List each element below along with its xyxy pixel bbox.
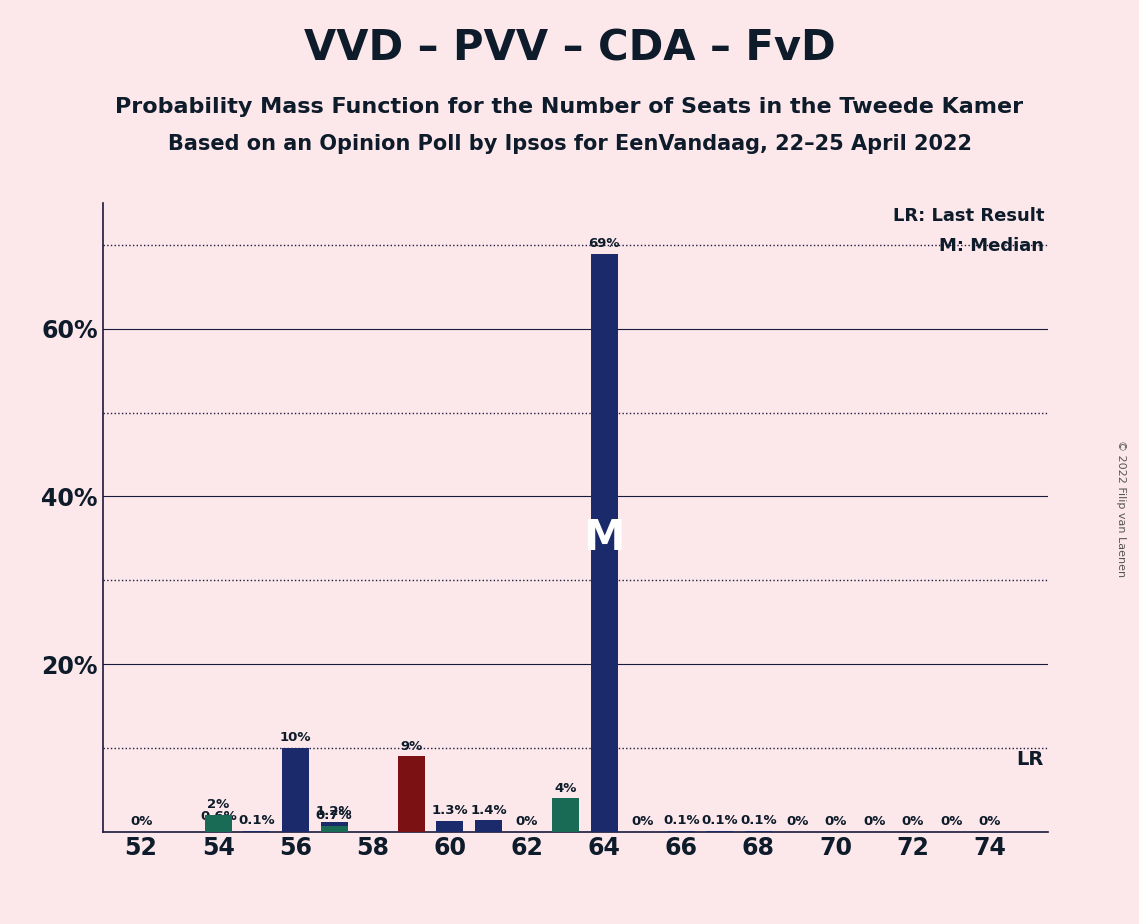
Bar	[282, 748, 309, 832]
Text: VVD – PVV – CDA – FvD: VVD – PVV – CDA – FvD	[304, 28, 835, 69]
Bar	[398, 756, 425, 832]
Text: 1.3%: 1.3%	[432, 805, 468, 818]
Text: 0.1%: 0.1%	[740, 814, 777, 827]
Text: 4%: 4%	[555, 782, 576, 795]
Bar	[475, 820, 502, 832]
Text: 0%: 0%	[825, 815, 846, 828]
Text: 0%: 0%	[940, 815, 962, 828]
Text: 69%: 69%	[589, 237, 620, 250]
Text: 0%: 0%	[516, 815, 538, 828]
Bar	[552, 798, 579, 832]
Text: LR: LR	[1017, 750, 1044, 770]
Bar	[205, 815, 231, 832]
Bar	[591, 253, 617, 832]
Text: Based on an Opinion Poll by Ipsos for EenVandaag, 22–25 April 2022: Based on an Opinion Poll by Ipsos for Ee…	[167, 134, 972, 154]
Text: 0%: 0%	[130, 815, 153, 828]
Text: M: Median: M: Median	[939, 237, 1044, 255]
Text: 10%: 10%	[280, 732, 311, 745]
Text: 9%: 9%	[400, 740, 423, 753]
Text: 0%: 0%	[863, 815, 885, 828]
Bar	[436, 821, 464, 832]
Bar	[205, 827, 231, 832]
Text: 0.1%: 0.1%	[702, 814, 738, 827]
Text: LR: Last Result: LR: Last Result	[893, 208, 1044, 225]
Bar	[320, 826, 347, 832]
Text: 0%: 0%	[631, 815, 654, 828]
Text: 0.7%: 0.7%	[316, 809, 352, 822]
Text: 0%: 0%	[978, 815, 1001, 828]
Text: 1.2%: 1.2%	[316, 805, 352, 818]
Text: 0.1%: 0.1%	[238, 814, 276, 827]
Bar	[320, 821, 347, 832]
Text: 1.4%: 1.4%	[470, 804, 507, 817]
Text: Probability Mass Function for the Number of Seats in the Tweede Kamer: Probability Mass Function for the Number…	[115, 97, 1024, 117]
Text: © 2022 Filip van Laenen: © 2022 Filip van Laenen	[1116, 440, 1125, 577]
Text: 2%: 2%	[207, 798, 229, 811]
Text: M: M	[583, 517, 625, 559]
Text: 0.1%: 0.1%	[663, 814, 699, 827]
Text: 0%: 0%	[902, 815, 924, 828]
Text: 0.6%: 0.6%	[200, 810, 237, 823]
Text: 0%: 0%	[786, 815, 809, 828]
